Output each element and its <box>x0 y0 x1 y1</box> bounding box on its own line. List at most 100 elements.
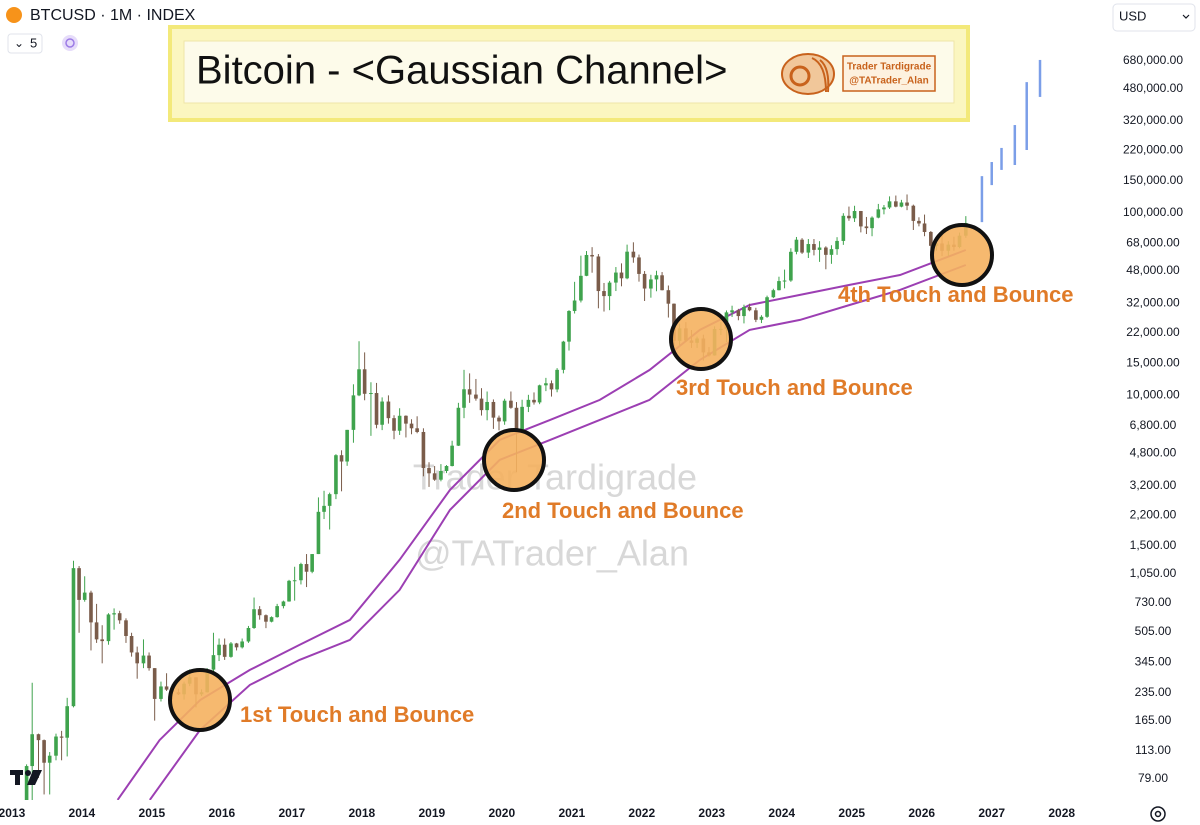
x-tick-label: 2016 <box>209 806 236 820</box>
sync-icon[interactable] <box>62 35 78 51</box>
candle-body <box>159 686 163 699</box>
candle-body <box>322 505 326 512</box>
candle-body <box>894 201 898 207</box>
candle-body <box>812 244 816 250</box>
candle-body <box>397 415 402 431</box>
candle-body <box>789 251 793 281</box>
candle-body <box>89 592 93 623</box>
candle-body <box>777 281 781 291</box>
candle-body <box>106 614 111 642</box>
interval-badge: 5 <box>30 35 37 50</box>
candle-body <box>112 613 116 615</box>
candle-body <box>421 431 426 468</box>
y-tick-label: 32,000.00 <box>1126 295 1180 309</box>
candle-body <box>264 615 268 622</box>
touch-circle <box>168 668 232 732</box>
channel-upper <box>116 249 967 800</box>
x-tick-label: 2019 <box>418 806 445 820</box>
candle-body <box>929 231 933 246</box>
candle-body <box>229 643 233 657</box>
candle-body <box>590 254 594 257</box>
candle-body <box>357 369 361 396</box>
candle-body <box>491 401 496 418</box>
candle-body <box>509 400 513 408</box>
y-tick-label: 3,200.00 <box>1130 478 1177 492</box>
badge-name: Trader Tardigrade <box>847 62 932 73</box>
annotation: 4th Touch and Bounce <box>838 282 1073 307</box>
candle-body <box>602 291 606 297</box>
candle-body <box>124 620 128 637</box>
y-tick-label: 6,800.00 <box>1130 418 1177 432</box>
candle-body <box>404 415 408 424</box>
candle-body <box>771 290 776 298</box>
candle-body <box>432 473 437 480</box>
candle-body <box>65 706 69 738</box>
candle-body <box>217 644 221 656</box>
candle-body <box>660 275 664 291</box>
x-tick-label: 2026 <box>908 806 935 820</box>
candle-body <box>222 644 227 657</box>
x-tick-label: 2020 <box>488 806 515 820</box>
candle-body <box>257 609 262 616</box>
annotation: 2nd Touch and Bounce <box>502 498 744 523</box>
candle-body <box>905 202 909 206</box>
candle-body <box>450 445 454 467</box>
candle-body <box>859 211 863 227</box>
candle-body <box>304 564 309 572</box>
candle-body <box>211 655 216 670</box>
candle-body <box>351 395 356 430</box>
candle-body <box>882 207 886 210</box>
candle-body <box>386 401 391 419</box>
candle-body <box>596 256 601 292</box>
candle-body <box>526 399 531 407</box>
touch-circle <box>482 428 546 492</box>
candle-body <box>135 652 139 664</box>
annotation: 3rd Touch and Bounce <box>676 375 913 400</box>
candle-body <box>164 686 169 690</box>
candle-body <box>327 494 332 506</box>
y-tick-label: 68,000.00 <box>1126 236 1180 250</box>
candle-body <box>806 244 811 253</box>
interval-chevron: ⌄ <box>14 36 24 50</box>
candle-body <box>374 393 379 425</box>
currency-select[interactable] <box>1112 3 1196 32</box>
candle-body <box>736 310 741 317</box>
candle-body <box>362 369 367 394</box>
candle-body <box>129 636 134 653</box>
candle-body <box>532 399 536 403</box>
touch-circle <box>930 223 994 287</box>
candle-body <box>829 249 834 255</box>
y-tick-label: 113.00 <box>1135 743 1171 757</box>
candle-body <box>345 429 349 462</box>
candle-body <box>439 471 443 480</box>
y-tick-label: 1,050.00 <box>1130 566 1177 580</box>
candle-body <box>824 247 828 255</box>
y-tick-label: 2,200.00 <box>1130 508 1177 522</box>
candle-body <box>485 401 489 411</box>
candle-body <box>415 428 419 432</box>
candle-body <box>864 226 869 229</box>
candle-body <box>316 511 321 555</box>
candle-body <box>54 736 58 756</box>
candle-body <box>339 455 344 462</box>
author-logo <box>781 53 835 95</box>
candle-body <box>246 627 251 642</box>
currency-chevron <box>1182 14 1190 19</box>
candle-body <box>759 316 764 320</box>
settings-icon[interactable] <box>1150 806 1166 822</box>
candle-body <box>444 466 449 472</box>
x-tick-label: 2028 <box>1048 806 1075 820</box>
symbol[interactable]: BTCUSD · 1M · INDEX <box>30 7 196 24</box>
candle-body <box>817 247 822 250</box>
candle-body <box>117 613 122 621</box>
candle-body <box>730 310 734 313</box>
candle-body <box>497 417 501 422</box>
candle-body <box>567 310 571 342</box>
candle-body <box>561 341 566 370</box>
candle-body <box>572 300 577 311</box>
x-tick-label: 2013 <box>0 806 26 820</box>
candle-body <box>30 734 35 767</box>
interval-box[interactable] <box>7 33 43 54</box>
candle-body <box>847 215 851 219</box>
candle-body <box>77 568 81 600</box>
